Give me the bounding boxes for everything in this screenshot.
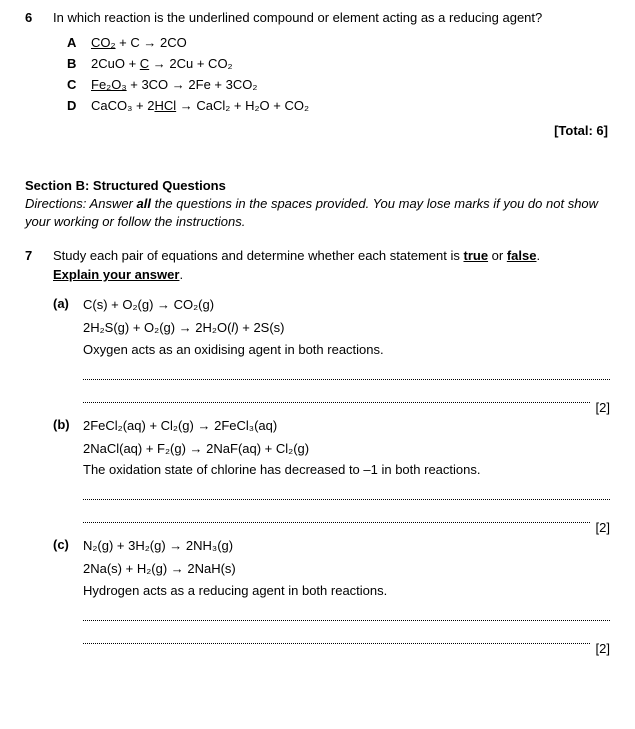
q7-stem-false: false [507,248,537,263]
q6-option-d-letter: D [67,98,91,113]
q7b: (b) 2FeCl₂(aq) + Cl₂(g) → 2FeCl₃(aq) 2Na… [53,417,610,524]
q7c: (c) N₂(g) + 3H₂(g) → 2NH₃(g) 2Na(s) + H₂… [53,537,610,644]
q7-body: (a) C(s) + O₂(g) → CO₂(g) 2H₂S(g) + O₂(g… [53,296,610,644]
q6-d-post: → CaCl₂ + H₂O + CO₂ [176,98,309,113]
answer-line [83,499,610,500]
q6-option-c-letter: C [67,77,91,92]
q7b-eq1: 2FeCl₂(aq) + Cl₂(g) → 2FeCl₃(aq) [83,417,610,436]
q7-row: 7 Study each pair of equations and deter… [25,248,610,282]
q7-explain: Explain your answer [53,267,179,282]
exam-page: 6 In which reaction is the underlined co… [0,0,635,664]
q6-row: 6 In which reaction is the underlined co… [25,10,610,25]
answer-line-marks: [2] [83,402,610,403]
q7-stem: Study each pair of equations and determi… [53,248,540,282]
q6-b-pre: 2CuO + [91,56,140,71]
section-b-header: Section B: Structured Questions [25,178,610,193]
q7a: (a) C(s) + O₂(g) → CO₂(g) 2H₂S(g) + O₂(g… [53,296,610,403]
q7a-statement: Oxygen acts as an oxidising agent in bot… [83,342,610,357]
q6-option-b-content: 2CuO + C → 2Cu + CO₂ [91,56,233,71]
q6-a-ul: CO₂ [91,35,116,50]
q6-option-d: D CaCO₃ + 2HCl → CaCl₂ + H₂O + CO₂ [67,98,610,113]
q6-d-pre: CaCO₃ + 2 [91,98,154,113]
section-b-directions: Directions: Answer all the questions in … [25,195,610,230]
q7a-marks: [2] [590,400,610,415]
q6-c-ul: Fe₂O₃ [91,77,127,92]
q6-c-post: + 3CO → 2Fe + 3CO₂ [127,77,258,92]
answer-line [83,402,610,403]
q7c-eq2: 2Na(s) + H₂(g) → 2NaH(s) [83,560,610,579]
q6-total: [Total: 6] [25,123,608,138]
q6-option-c-content: Fe₂O₃ + 3CO → 2Fe + 3CO₂ [91,77,257,92]
q7b-body: 2FeCl₂(aq) + Cl₂(g) → 2FeCl₃(aq) 2NaCl(a… [83,417,610,524]
q7b-statement: The oxidation state of chlorine has decr… [83,462,610,477]
q6-options: A CO₂ + C → 2CO B 2CuO + C → 2Cu + CO₂ C… [67,35,610,113]
directions-all: all [137,196,151,211]
answer-line [83,379,610,380]
directions-pre: Directions: Answer [25,196,137,211]
q6-d-ul: HCl [154,98,176,113]
q7c-statement: Hydrogen acts as a reducing agent in bot… [83,583,610,598]
q6-option-a-content: CO₂ + C → 2CO [91,35,187,50]
q7a-eq1: C(s) + O₂(g) → CO₂(g) [83,296,610,315]
q7a-body: C(s) + O₂(g) → CO₂(g) 2H₂S(g) + O₂(g) → … [83,296,610,403]
q7a-eq2: 2H₂S(g) + O₂(g) → 2H₂O(l) + 2S(s) [83,319,610,338]
q6-option-d-content: CaCO₃ + 2HCl → CaCl₂ + H₂O + CO₂ [91,98,309,113]
q7-number: 7 [25,248,53,263]
q7a-label: (a) [53,296,83,403]
q7c-label: (c) [53,537,83,644]
q7-stem-true: true [463,248,488,263]
q6-option-b-letter: B [67,56,91,71]
q7c-marks: [2] [590,641,610,656]
q6-option-a-letter: A [67,35,91,50]
q6-option-b: B 2CuO + C → 2Cu + CO₂ [67,56,610,71]
q6-b-post: → 2Cu + CO₂ [149,56,232,71]
answer-line-marks: [2] [83,522,610,523]
answer-line-marks: [2] [83,643,610,644]
q7-stem-post: . [536,248,540,263]
q7-stem-mid: or [488,248,507,263]
q6-option-a: A CO₂ + C → 2CO [67,35,610,50]
q7b-marks: [2] [590,520,610,535]
answer-line [83,620,610,621]
q7c-body: N₂(g) + 3H₂(g) → 2NH₃(g) 2Na(s) + H₂(g) … [83,537,610,644]
answer-line [83,522,610,523]
q7b-label: (b) [53,417,83,524]
q6-number: 6 [25,10,53,25]
q7: 7 Study each pair of equations and deter… [25,248,610,644]
q7b-eq2: 2NaCl(aq) + F₂(g) → 2NaF(aq) + Cl₂(g) [83,440,610,459]
q7-explain-post: . [179,267,183,282]
q7c-eq1: N₂(g) + 3H₂(g) → 2NH₃(g) [83,537,610,556]
q6-option-c: C Fe₂O₃ + 3CO → 2Fe + 3CO₂ [67,77,610,92]
q6-b-ul: C [140,56,149,71]
q6-a-post: + C → 2CO [116,35,187,50]
q7-stem-pre: Study each pair of equations and determi… [53,248,463,263]
answer-line [83,643,610,644]
q6-text: In which reaction is the underlined comp… [53,10,542,25]
